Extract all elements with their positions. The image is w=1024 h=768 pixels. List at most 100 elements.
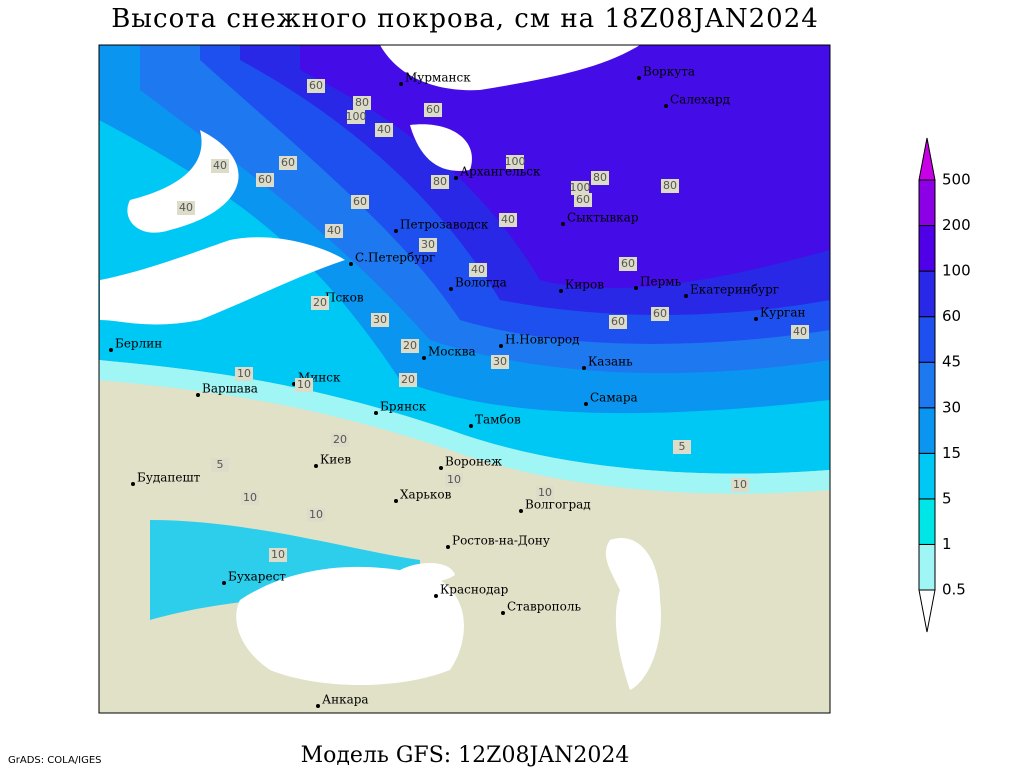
contour-label: 80	[663, 179, 677, 192]
contour-label: 60	[426, 103, 440, 116]
contour-label-box	[353, 96, 371, 110]
city-dot	[449, 287, 453, 291]
city-dot	[349, 262, 353, 266]
city-dot	[684, 294, 688, 298]
contour-label: 10	[733, 478, 747, 491]
city-label: Вологда	[455, 276, 507, 290]
contour-label: 10	[271, 548, 285, 561]
legend-swatch	[918, 225, 936, 272]
contour-label-box	[469, 263, 487, 277]
legend-label: 30	[942, 398, 961, 416]
contour-label: 100	[346, 110, 367, 123]
legend-swatch	[918, 452, 936, 500]
city-label: С.Петербург	[355, 251, 435, 265]
city-dot	[434, 594, 438, 598]
contour-label-box	[256, 173, 274, 187]
contour-label-box	[235, 367, 253, 381]
city-label: Сыктывкар	[567, 211, 639, 225]
contour-label: 60	[621, 257, 635, 270]
contour-label: 60	[281, 156, 295, 169]
legend-label: 0.5	[942, 581, 966, 599]
credit: GrADS: COLA/IGES	[8, 755, 102, 766]
city-dot	[754, 317, 758, 321]
city-label: Самара	[590, 391, 638, 405]
legend-swatch	[918, 543, 936, 591]
city-label: Ставрополь	[507, 600, 581, 614]
city-dot	[422, 356, 426, 360]
legend-swatch	[918, 498, 936, 545]
city-label: Архангельск	[460, 165, 541, 179]
contour-label-box	[325, 224, 343, 238]
city-dot	[454, 176, 458, 180]
contour-label: 100	[570, 181, 591, 194]
cities: Мурманск Воркута Салехард Архангельск Петроз…	[109, 65, 805, 708]
contour-label-box	[211, 159, 229, 173]
contour-label-box	[241, 491, 259, 505]
legend-swatch	[918, 270, 936, 318]
contour-label-box	[331, 433, 349, 447]
contour-label-box	[499, 213, 517, 227]
city-label: Петрозаводск	[400, 218, 489, 232]
contour-label-box	[536, 486, 554, 500]
city-label: Волгоград	[525, 498, 591, 512]
city-dot	[399, 82, 403, 86]
city-label: Н.Новгород	[505, 333, 580, 347]
contour-label-box	[375, 123, 393, 137]
legend-swatch	[918, 179, 936, 227]
city-label: Салехард	[670, 93, 730, 107]
contour-labels: 6080100604060406010080604040608010060804…	[177, 79, 809, 562]
contour-label: 40	[793, 325, 807, 338]
contour-label: 60	[653, 307, 667, 320]
city-dot	[446, 545, 450, 549]
contour-label-box	[419, 238, 437, 252]
contour-label-box	[431, 175, 449, 189]
city-label: Воронеж	[445, 455, 502, 469]
contour-label-box	[673, 440, 691, 454]
city-dot	[374, 411, 378, 415]
contour-label: 60	[576, 193, 590, 206]
city-dot	[131, 482, 135, 486]
city-dot	[584, 402, 588, 406]
contour-label: 60	[611, 315, 625, 328]
contour-label: 40	[501, 213, 515, 226]
legend-label: 200	[942, 216, 971, 234]
contour-label: 40	[213, 159, 227, 172]
contour-label: 80	[433, 175, 447, 188]
contour-label-box	[311, 296, 329, 310]
contour-label: 40	[179, 201, 193, 214]
city-dot	[314, 464, 318, 468]
contour-label: 60	[258, 173, 272, 186]
contour-label: 30	[421, 238, 435, 251]
contour-label-box	[619, 257, 637, 271]
contour-label: 30	[493, 355, 507, 368]
map-frame	[98, 44, 831, 714]
contour-label: 60	[353, 195, 367, 208]
contour-label: 60	[309, 79, 323, 92]
contour-label: 100	[505, 155, 526, 168]
city-dot	[582, 366, 586, 370]
city-label: Брянск	[380, 400, 427, 414]
city-dot	[561, 222, 565, 226]
contour-label: 20	[333, 433, 347, 446]
city-dot	[222, 581, 226, 585]
city-label: Киров	[565, 278, 604, 292]
contour-label: 10	[237, 367, 251, 380]
city-label: Псков	[325, 291, 364, 305]
contour-label: 80	[355, 96, 369, 109]
contour-label-box	[424, 103, 442, 117]
city-label: Варшава	[202, 382, 258, 396]
city-label: Мурманск	[405, 71, 471, 85]
city-dot	[501, 611, 505, 615]
legend-swatch	[918, 589, 936, 633]
legend-label: 500	[942, 171, 971, 189]
contour-label-box	[399, 373, 417, 387]
city-dot	[316, 704, 320, 708]
city-dot	[394, 229, 398, 233]
legend-label: 5	[942, 489, 952, 507]
contour-label: 10	[447, 473, 461, 486]
contour-label-box	[351, 195, 369, 209]
contour-label: 20	[401, 373, 415, 386]
contour-label-box	[591, 171, 609, 185]
